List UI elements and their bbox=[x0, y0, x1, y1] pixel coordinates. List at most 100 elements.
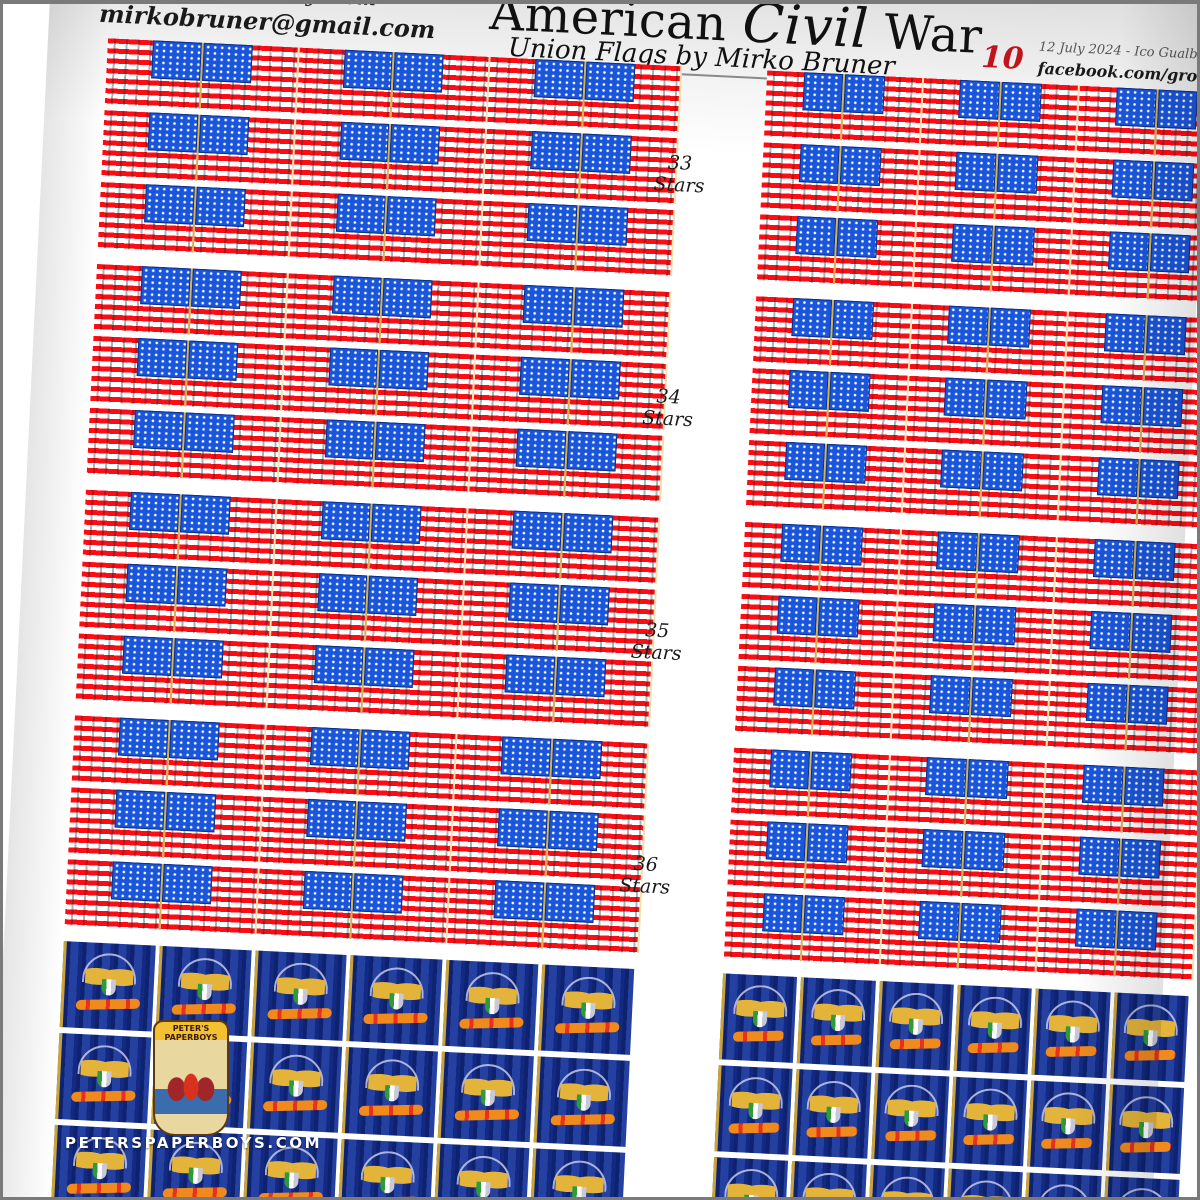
star-canton bbox=[305, 798, 357, 840]
star-canton bbox=[1153, 161, 1195, 202]
eagle-shield-icon bbox=[1060, 1118, 1076, 1135]
flag-group-36 bbox=[64, 715, 650, 954]
us-flag-front bbox=[484, 128, 582, 200]
us-flag-back bbox=[1124, 684, 1197, 755]
eagle-regimental-flag bbox=[246, 1042, 343, 1133]
us-flag-back bbox=[563, 431, 663, 502]
star-canton bbox=[328, 347, 379, 389]
us-flag-front bbox=[883, 827, 964, 897]
double-flag bbox=[487, 56, 683, 133]
us-flag-back bbox=[349, 873, 449, 944]
group-count: 33 bbox=[667, 151, 693, 175]
flag-row bbox=[745, 440, 1197, 529]
us-flag-front bbox=[93, 263, 191, 335]
double-flag bbox=[1036, 906, 1197, 981]
star-canton bbox=[821, 525, 864, 566]
star-canton bbox=[176, 566, 227, 607]
eagle-regimental-flag bbox=[792, 1069, 872, 1159]
us-flag-front bbox=[891, 673, 971, 744]
double-flag bbox=[1062, 383, 1197, 457]
star-canton bbox=[544, 882, 596, 924]
eagle-wings-icon bbox=[882, 1189, 933, 1197]
us-flag-front bbox=[1076, 85, 1157, 156]
double-flag bbox=[891, 673, 1052, 747]
us-flag-front bbox=[727, 819, 807, 890]
star-canton bbox=[810, 751, 853, 792]
star-canton bbox=[342, 49, 394, 91]
star-canton bbox=[1111, 159, 1153, 200]
us-flag-front bbox=[1054, 537, 1135, 607]
us-flag-back bbox=[833, 218, 915, 288]
flag-group-33 bbox=[97, 38, 683, 277]
double-flag bbox=[880, 899, 1041, 973]
star-canton bbox=[1134, 541, 1177, 582]
double-flag bbox=[730, 747, 891, 822]
star-canton bbox=[198, 114, 249, 156]
star-canton bbox=[497, 808, 549, 849]
star-canton bbox=[1085, 682, 1128, 724]
double-flag bbox=[902, 447, 1063, 522]
star-canton bbox=[1156, 89, 1197, 130]
us-flag-back bbox=[974, 533, 1057, 604]
double-flag bbox=[753, 296, 913, 370]
us-flag-front bbox=[285, 273, 383, 344]
star-canton bbox=[958, 79, 1000, 121]
star-canton bbox=[527, 202, 578, 244]
us-flag-back bbox=[1135, 459, 1197, 529]
credits-block: 12 July 2024 - Ico Gualberto facebook.co… bbox=[1037, 40, 1197, 90]
eagle-ribbon-icon bbox=[811, 1034, 863, 1046]
us-flag-back bbox=[978, 451, 1061, 522]
star-canton bbox=[500, 736, 552, 777]
us-flag-front bbox=[86, 407, 184, 479]
sheet-number: 10 bbox=[980, 39, 1025, 77]
double-flag bbox=[894, 601, 1055, 676]
us-flag-front bbox=[1043, 762, 1124, 833]
flag-row bbox=[734, 665, 1197, 755]
us-flag-back bbox=[985, 307, 1068, 378]
us-flag-front bbox=[1065, 311, 1146, 382]
eagle-ribbon-icon bbox=[363, 1012, 428, 1025]
eagle-shield-icon bbox=[908, 1018, 924, 1036]
double-flag bbox=[723, 891, 884, 966]
us-flag-back bbox=[960, 830, 1042, 901]
star-canton bbox=[302, 870, 354, 912]
star-canton bbox=[562, 513, 614, 554]
us-flag-front bbox=[749, 368, 829, 438]
star-canton bbox=[386, 196, 437, 237]
us-flag-front bbox=[1047, 681, 1128, 751]
us-flag-back bbox=[574, 205, 674, 276]
eagle-regimental-flag bbox=[337, 1138, 434, 1197]
us-flag-back bbox=[570, 287, 670, 358]
eagle-shield-icon bbox=[379, 1176, 395, 1194]
us-flag-back bbox=[814, 597, 897, 668]
star-canton bbox=[794, 216, 837, 257]
star-canton bbox=[1096, 457, 1139, 498]
eagle-ribbon-icon bbox=[884, 1130, 937, 1142]
us-flag-front bbox=[487, 56, 585, 128]
star-canton bbox=[172, 638, 224, 679]
eagle-ribbon-icon bbox=[354, 1196, 419, 1197]
eagle-regimental-flag bbox=[718, 973, 798, 1063]
eagle-ribbon-icon bbox=[806, 1126, 859, 1138]
star-canton bbox=[1130, 612, 1173, 654]
eagle-ribbon-icon bbox=[258, 1191, 324, 1197]
eagle-regimental-flag bbox=[866, 1164, 945, 1197]
double-flag bbox=[259, 796, 455, 872]
double-flag bbox=[71, 715, 267, 791]
group-count: 34 bbox=[656, 385, 682, 409]
star-canton bbox=[515, 428, 567, 470]
star-canton bbox=[829, 371, 871, 413]
us-flag-back bbox=[187, 268, 287, 340]
star-canton bbox=[313, 645, 365, 686]
us-flag-back bbox=[382, 195, 482, 267]
us-flag-front bbox=[64, 859, 162, 930]
star-canton bbox=[963, 831, 1005, 872]
eagle-ribbon-icon bbox=[358, 1104, 424, 1116]
eagle-ribbon-icon bbox=[66, 1182, 132, 1194]
eagle-ribbon-icon bbox=[262, 1099, 328, 1112]
star-canton bbox=[125, 563, 177, 605]
eagle-ribbon-icon bbox=[1041, 1137, 1094, 1149]
star-canton bbox=[974, 605, 1017, 646]
us-flag-front bbox=[82, 489, 180, 561]
double-flag bbox=[760, 142, 921, 216]
